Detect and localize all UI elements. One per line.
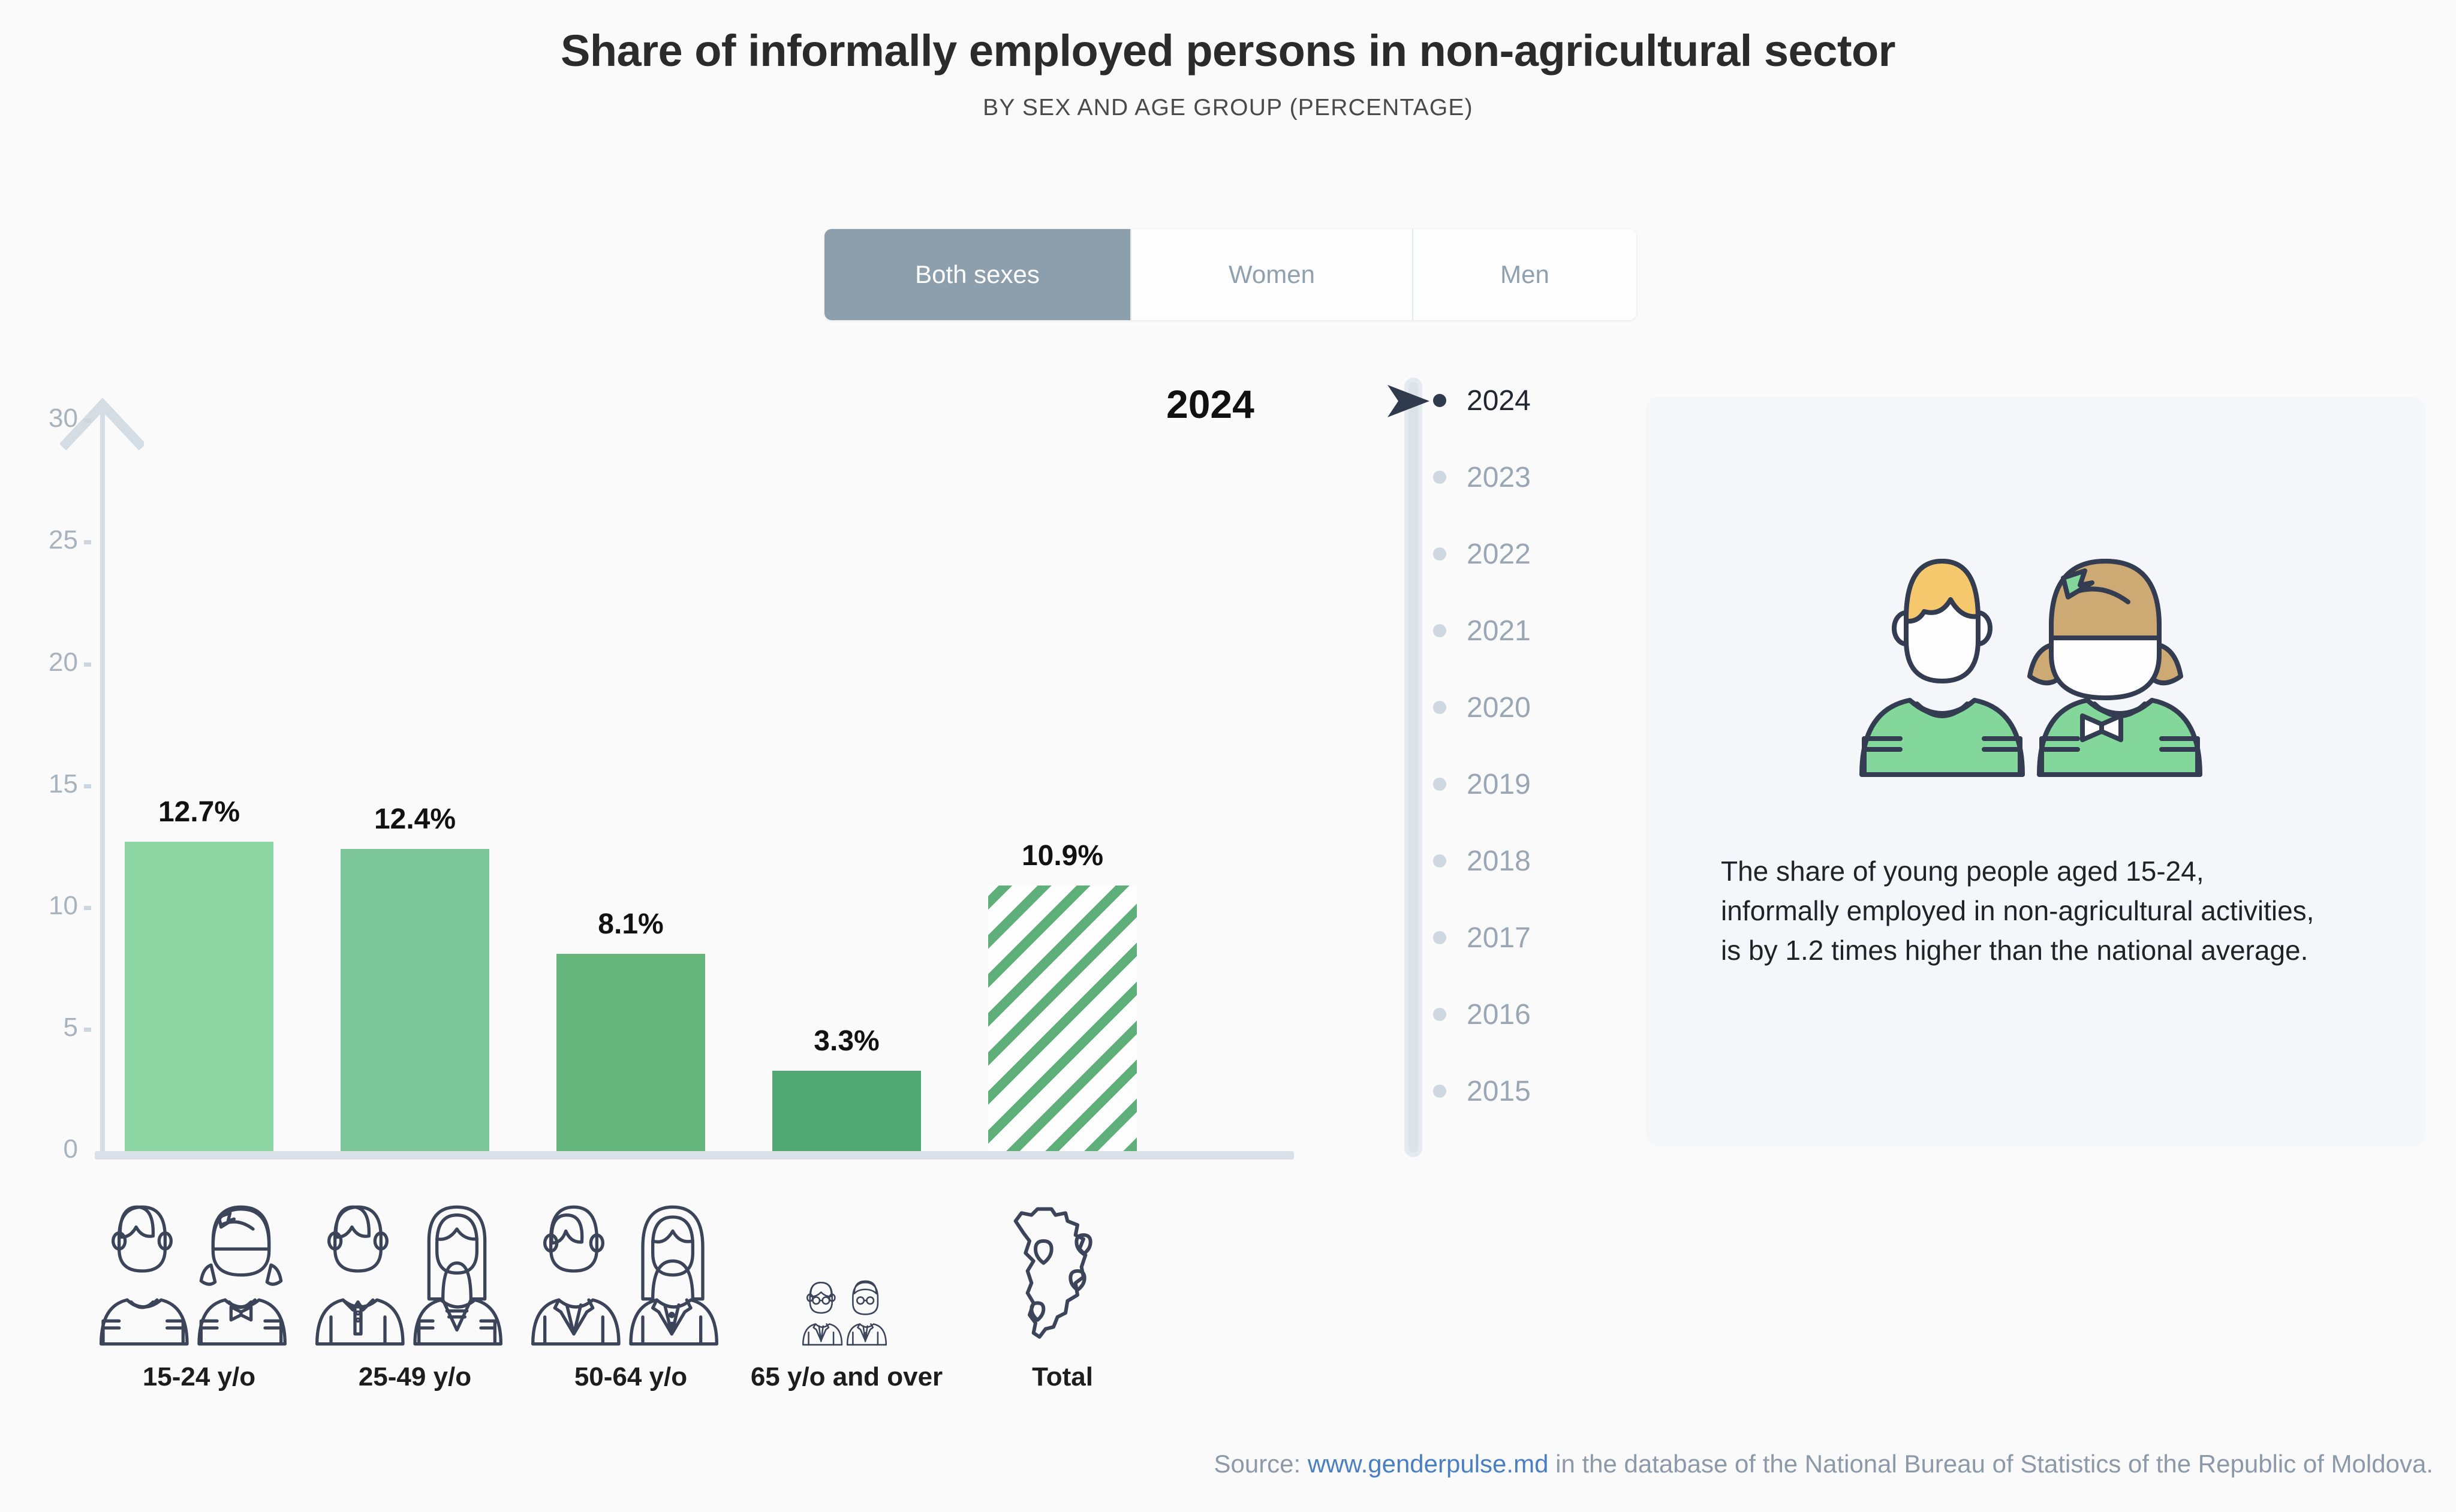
timeline-year-label: 2020: [1467, 691, 1531, 724]
boy-and-girl-illustration-icon: [1646, 535, 2425, 859]
y-axis-tick-label: 0: [63, 1134, 78, 1164]
mature-couple-icon: [475, 1193, 787, 1349]
bar-group[interactable]: 3.3%: [772, 372, 921, 1151]
bar-value-label: 8.1%: [598, 908, 664, 940]
timeline-year-dot: [1433, 471, 1446, 484]
bar-value-label: 10.9%: [1021, 840, 1104, 872]
y-axis-tick-label: 25: [49, 525, 78, 555]
sex-tab-group[interactable]: Both sexes Women Men: [824, 229, 1636, 320]
young-couple-icon: [43, 1193, 355, 1349]
bar[interactable]: [556, 953, 705, 1151]
category-axis: 15-24 y/o 25-49 y/o 50-64 y/o: [0, 1193, 1373, 1445]
category-3: 50-64 y/o: [475, 1193, 787, 1392]
bar-group[interactable]: 12.4%: [341, 372, 489, 1151]
timeline-year-label: 2016: [1467, 998, 1531, 1031]
selected-year-heading: 2024: [1166, 382, 1254, 426]
y-axis-tick-label: 20: [49, 647, 78, 677]
timeline-year-dot: [1433, 701, 1446, 714]
bar-value-label: 3.3%: [814, 1025, 880, 1057]
bar[interactable]: [988, 885, 1137, 1151]
timeline-year-label: 2018: [1467, 845, 1531, 877]
category-2: 25-49 y/o: [259, 1193, 571, 1392]
source-link[interactable]: www.genderpulse.md: [1307, 1450, 1549, 1478]
timeline-pointer-arrow-icon: [1387, 385, 1429, 417]
y-axis-line: [100, 402, 105, 1154]
adult-couple-icon: [259, 1193, 571, 1349]
y-axis-tick-label: 5: [63, 1012, 78, 1042]
source-suffix: in the database of the National Bureau o…: [1548, 1450, 2433, 1478]
bar[interactable]: [125, 842, 273, 1151]
y-axis-tick-label: 15: [49, 769, 78, 799]
timeline-year-label: 2022: [1467, 538, 1531, 570]
tab-men[interactable]: Men: [1413, 229, 1636, 320]
timeline-year-2020[interactable]: 2020: [1433, 689, 1531, 725]
category-label: 65 y/o and over: [750, 1362, 943, 1391]
timeline-year-2016[interactable]: 2016: [1433, 996, 1531, 1032]
x-axis-baseline: [95, 1151, 1294, 1159]
timeline-year-dot: [1433, 624, 1446, 637]
timeline-year-label: 2015: [1467, 1075, 1531, 1107]
timeline-year-dot: [1433, 931, 1446, 944]
y-axis-tick-mark: [84, 418, 91, 423]
year-timeline[interactable]: 2024 2023 2022 2021 2020 2019 2018 2017 2016 2015: [1387, 372, 1631, 1169]
category-label: Total: [1032, 1362, 1093, 1391]
tab-women[interactable]: Women: [1131, 229, 1413, 320]
y-axis-tick-mark: [84, 905, 91, 910]
bar-group[interactable]: 8.1%: [556, 372, 705, 1151]
timeline-year-2022[interactable]: 2022: [1433, 536, 1531, 572]
timeline-year-dot: [1433, 854, 1446, 868]
page-subtitle: BY SEX AND AGE GROUP (PERCENTAGE): [983, 95, 1473, 121]
timeline-year-label: 2024: [1467, 384, 1531, 417]
timeline-year-dot: [1433, 394, 1446, 407]
timeline-year-label: 2023: [1467, 461, 1531, 493]
bars-container: 12.7% 12.4% 8.1% 3.3% 10.9%: [107, 372, 1306, 1151]
bar-value-label: 12.4%: [374, 803, 456, 836]
category-5: Total: [907, 1193, 1218, 1392]
timeline-year-dot: [1433, 1085, 1446, 1098]
y-axis-tick-label: 30: [49, 403, 78, 433]
bar[interactable]: [772, 1070, 921, 1151]
category-label: 15-24 y/o: [142, 1362, 256, 1391]
timeline-year-2024[interactable]: 2024: [1433, 382, 1531, 418]
timeline-year-2019[interactable]: 2019: [1433, 766, 1531, 802]
timeline-year-2023[interactable]: 2023: [1433, 459, 1531, 495]
tab-both-sexes[interactable]: Both sexes: [824, 229, 1131, 320]
y-axis-tick-mark: [84, 662, 91, 667]
timeline-year-2018[interactable]: 2018: [1433, 843, 1531, 879]
y-axis-tick-mark: [84, 1027, 91, 1032]
y-axis-tick-label: 10: [49, 890, 78, 920]
timeline-scroll-thumb[interactable]: [1404, 378, 1422, 1157]
source-footer: Source: www.genderpulse.md in the databa…: [0, 1450, 2433, 1478]
category-1: 15-24 y/o: [43, 1193, 355, 1392]
timeline-year-dot: [1433, 1008, 1446, 1021]
y-axis-tick-mark: [84, 784, 91, 788]
timeline-year-label: 2021: [1467, 615, 1531, 647]
timeline-year-dot: [1433, 547, 1446, 561]
timeline-year-2015[interactable]: 2015: [1433, 1073, 1531, 1109]
info-card-text: The share of young people aged 15-24, in…: [1721, 856, 2314, 966]
page-title: Share of informally employed persons in …: [561, 26, 1895, 76]
bar[interactable]: [341, 849, 489, 1151]
category-label: 50-64 y/o: [574, 1362, 688, 1391]
info-card: [1646, 397, 2425, 1146]
timeline-year-2021[interactable]: 2021: [1433, 613, 1531, 649]
elderly-couple-icon: [691, 1193, 1003, 1349]
moldova-map-icon: [907, 1193, 1218, 1349]
bar-chart: 0 5 10 15 20 25 30 12.7% 12.4% 8.1% 3.3% 10.9%: [0, 372, 1373, 1169]
timeline-year-label: 2017: [1467, 921, 1531, 954]
bar-value-label: 12.7%: [158, 796, 240, 829]
timeline-year-dot: [1433, 778, 1446, 791]
source-prefix: Source:: [1214, 1450, 1308, 1478]
timeline-year-2017[interactable]: 2017: [1433, 920, 1531, 956]
bar-group[interactable]: 12.7%: [125, 372, 273, 1151]
category-4: 65 y/o and over: [691, 1193, 1003, 1392]
bar-group[interactable]: 10.9%: [988, 372, 1137, 1151]
category-label: 25-49 y/o: [358, 1362, 472, 1391]
y-axis-tick-mark: [84, 540, 91, 545]
timeline-year-label: 2019: [1467, 768, 1531, 800]
